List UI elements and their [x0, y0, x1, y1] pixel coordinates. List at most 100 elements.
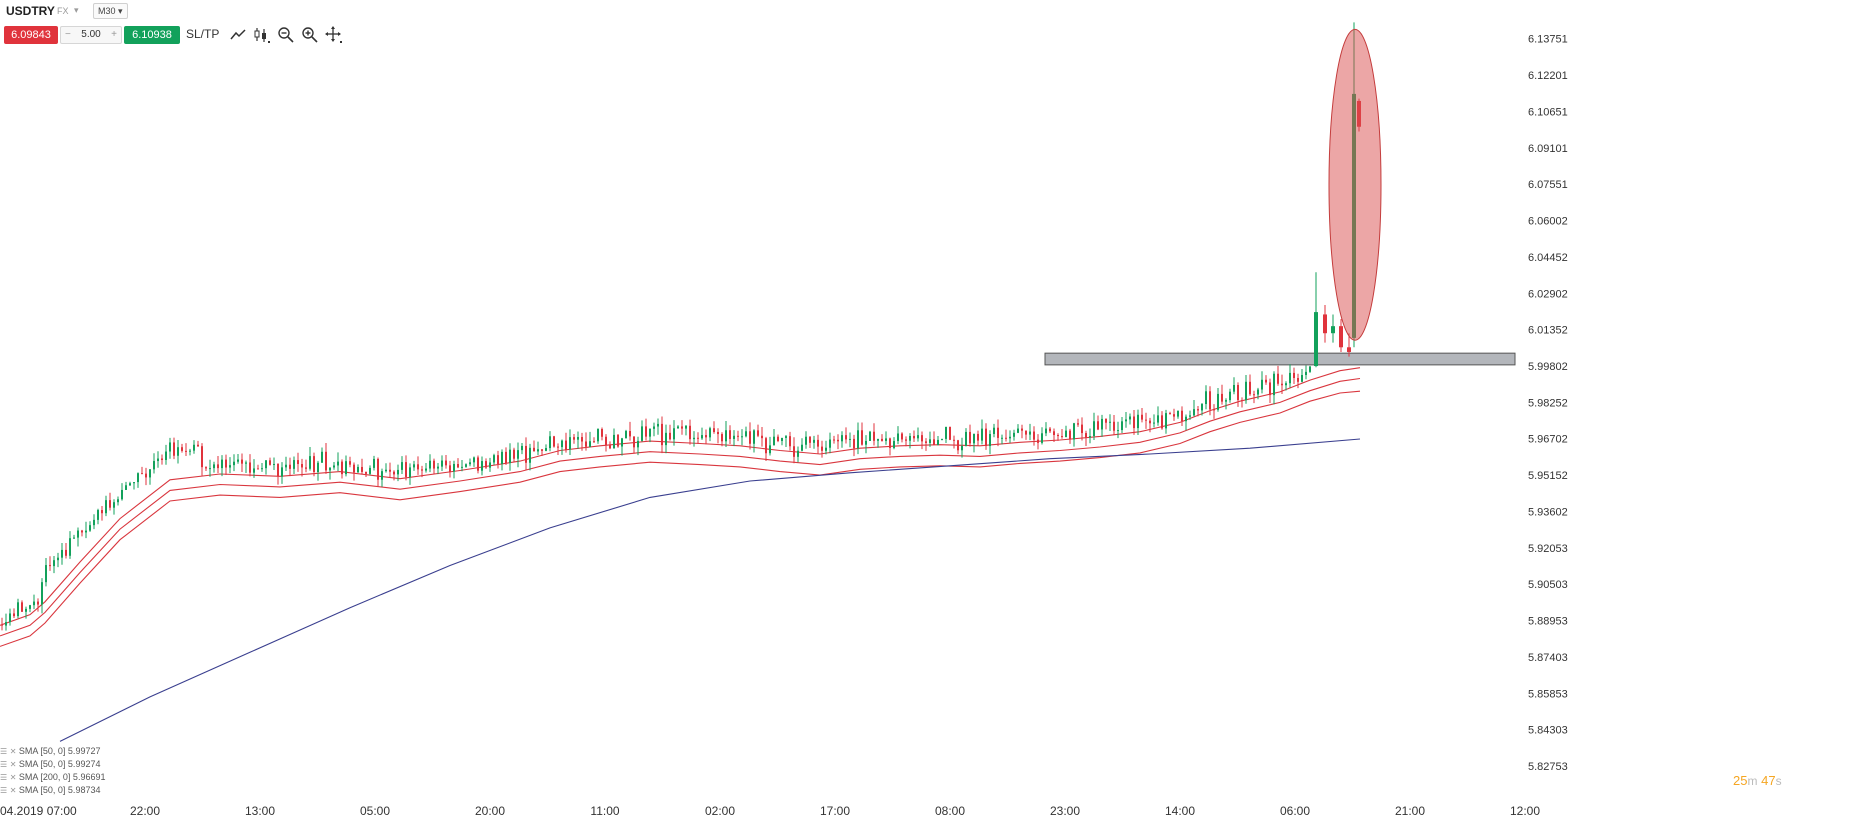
candle-body [669, 432, 671, 440]
candle [645, 418, 647, 441]
candle-body [5, 622, 7, 626]
candle [353, 462, 355, 481]
menu-icon[interactable]: ☰ [0, 786, 8, 795]
candle-body [801, 444, 803, 451]
candle [589, 431, 591, 448]
y-tick-label: 5.95152 [1528, 470, 1568, 482]
symbol-label[interactable]: USDTRY [6, 4, 55, 18]
candle [289, 457, 291, 477]
candle-body [789, 436, 791, 447]
candle [429, 454, 431, 473]
close-icon[interactable]: ✕ [9, 786, 17, 795]
buy-button[interactable]: 6.10938 [124, 26, 180, 44]
candle [641, 420, 643, 442]
candle-body [25, 608, 27, 612]
candle-body [1021, 428, 1023, 431]
menu-icon[interactable]: ☰ [0, 773, 8, 782]
candle [341, 459, 343, 479]
candle-body [653, 426, 655, 429]
y-tick-label: 6.02902 [1528, 288, 1568, 300]
timeframe-select[interactable]: M30 ▾ [93, 3, 128, 19]
candle [293, 456, 295, 475]
candle-body [357, 466, 359, 473]
candle [993, 423, 995, 438]
legend-label: SMA [50, 0] 5.99727 [18, 746, 101, 756]
candle-body [1233, 384, 1235, 392]
candle-body [997, 427, 999, 438]
menu-icon[interactable]: ☰ [0, 760, 8, 769]
candle-body [585, 441, 587, 447]
candle-body [661, 423, 663, 446]
line-chart-icon[interactable] [228, 25, 248, 45]
candle-body [689, 425, 691, 440]
candle-body [1025, 430, 1027, 435]
candle [1125, 412, 1127, 428]
candle-body [1057, 435, 1059, 437]
candle [337, 452, 339, 472]
candle-body [549, 436, 551, 449]
legend-item[interactable]: ☰ ✕ SMA [50, 0] 5.99727 [0, 745, 105, 758]
lot-stepper[interactable]: − 5.00 + [60, 26, 122, 44]
candle-body [645, 426, 647, 437]
candle-body [729, 430, 731, 439]
candle [485, 458, 487, 469]
close-icon[interactable]: ✕ [9, 773, 17, 782]
sell-button[interactable]: 6.09843 [4, 26, 58, 44]
candle [1133, 410, 1135, 435]
zoom-in-icon[interactable] [300, 25, 320, 45]
candle-body [577, 437, 579, 440]
legend-item[interactable]: ☰ ✕ SMA [200, 0] 5.96691 [0, 771, 105, 784]
candle [137, 472, 139, 488]
candles-icon[interactable] [252, 25, 272, 45]
candle-body [757, 430, 759, 436]
legend-item[interactable]: ☰ ✕ SMA [50, 0] 5.98734 [0, 784, 105, 797]
candle-body [1169, 413, 1171, 415]
candle [53, 555, 55, 574]
candle-body [1213, 409, 1215, 411]
candle-body [1081, 424, 1083, 434]
candle [421, 465, 423, 478]
candle [377, 457, 379, 487]
candle [413, 460, 415, 471]
candle [605, 434, 607, 452]
candle [709, 426, 711, 442]
candle-body [1149, 420, 1151, 424]
menu-icon[interactable]: ☰ [0, 747, 8, 756]
plus-icon[interactable]: + [111, 29, 117, 40]
legend-item[interactable]: ☰ ✕ SMA [50, 0] 5.99274 [0, 758, 105, 771]
x-tick-label: 13:00 [245, 804, 275, 818]
candle [901, 432, 903, 443]
candle-body [417, 464, 419, 470]
candle-body [693, 437, 695, 440]
candle [49, 556, 51, 571]
sma-50-line [0, 377, 1361, 637]
candle-body [869, 431, 871, 441]
sma-200-line [59, 438, 1361, 742]
candle [741, 429, 743, 446]
candle-body [781, 437, 783, 442]
candle-body [221, 459, 223, 469]
candle-body [825, 447, 827, 451]
zoom-out-icon[interactable] [276, 25, 296, 45]
minus-icon[interactable]: − [65, 29, 71, 40]
candle [361, 458, 363, 475]
sltp-button[interactable]: SL/TP [186, 27, 220, 41]
candle-body [409, 467, 411, 477]
candle [1233, 377, 1235, 395]
candle-body [629, 431, 631, 437]
close-icon[interactable]: ✕ [9, 760, 17, 769]
close-icon[interactable]: ✕ [9, 747, 17, 756]
candle-body [649, 428, 651, 437]
chevron-down-icon[interactable]: ▾ [74, 5, 79, 15]
candle-body [1229, 391, 1231, 401]
lot-value[interactable]: 5.00 [81, 29, 101, 40]
candle [197, 440, 199, 448]
candle [1193, 400, 1195, 417]
y-tick-label: 6.10651 [1528, 106, 1568, 118]
crosshair-icon[interactable] [324, 25, 344, 45]
candle-body [841, 435, 843, 442]
candle [213, 461, 215, 473]
candle-body [401, 462, 403, 470]
candle-body [1269, 382, 1271, 396]
